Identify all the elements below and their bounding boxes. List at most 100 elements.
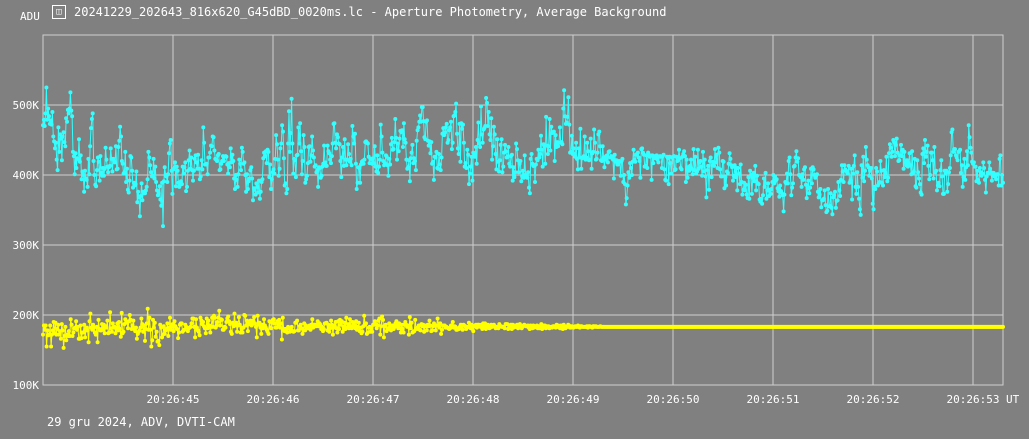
data-point (338, 322, 343, 327)
data-point (690, 172, 695, 177)
data-point (620, 156, 625, 161)
data-point (338, 159, 343, 163)
data-point (994, 177, 999, 182)
data-point (280, 315, 285, 320)
data-point (289, 96, 294, 101)
data-point (347, 317, 352, 322)
data-point (764, 196, 769, 201)
data-point (212, 148, 217, 153)
data-point (224, 154, 229, 159)
data-point (602, 165, 607, 170)
data-point (379, 324, 384, 329)
data-point (117, 320, 121, 324)
data-point (109, 329, 114, 334)
data-point (873, 187, 878, 191)
data-point (635, 150, 640, 155)
data-point (649, 177, 654, 182)
data-point (823, 203, 828, 208)
data-point (83, 335, 88, 340)
data-point (152, 176, 157, 181)
data-point (381, 335, 386, 340)
data-point (755, 173, 759, 178)
data-point (533, 162, 538, 167)
data-point (383, 322, 388, 327)
data-point (867, 173, 872, 178)
data-point (787, 155, 792, 160)
data-point (592, 127, 597, 132)
data-point (921, 146, 926, 151)
data-point (105, 318, 110, 323)
data-point (923, 138, 927, 142)
data-point (252, 315, 257, 320)
data-point (397, 136, 402, 141)
data-point (165, 321, 170, 326)
data-point (127, 313, 132, 317)
data-point (425, 118, 429, 123)
data-point (940, 174, 945, 179)
data-point (116, 145, 121, 149)
data-point (856, 184, 861, 189)
data-point (838, 194, 843, 198)
data-point (683, 180, 688, 184)
data-point (121, 329, 126, 334)
data-point (113, 331, 118, 336)
data-point (600, 144, 605, 149)
data-point (756, 182, 761, 187)
data-point (41, 332, 45, 337)
data-point (699, 164, 704, 169)
data-point (788, 172, 793, 177)
data-point (611, 176, 616, 181)
data-point (540, 164, 545, 169)
data-point (484, 96, 489, 100)
data-point (227, 165, 232, 170)
data-point (546, 144, 551, 149)
data-point (100, 327, 105, 332)
data-point (941, 191, 946, 196)
data-point (917, 176, 921, 181)
data-point (119, 310, 124, 315)
data-point (83, 168, 87, 173)
x-tick-label: 20:26:49 (547, 393, 600, 406)
data-point (240, 149, 245, 154)
data-point (65, 119, 69, 124)
data-point (342, 320, 347, 325)
data-point (285, 187, 290, 191)
data-point (118, 124, 123, 129)
data-point (407, 179, 412, 184)
data-point (965, 149, 969, 154)
data-point (211, 135, 216, 140)
data-point (833, 205, 838, 210)
data-point (297, 141, 302, 146)
data-point (340, 155, 345, 160)
data-point (78, 323, 83, 328)
data-point (206, 318, 211, 323)
data-point (201, 125, 206, 130)
data-point (87, 319, 92, 324)
data-point (370, 329, 375, 334)
data-point (257, 320, 262, 325)
data-point (456, 152, 461, 156)
series-2 (41, 306, 1005, 350)
data-point (89, 117, 94, 121)
data-point (198, 174, 203, 179)
data-point (347, 152, 351, 156)
data-point (527, 191, 532, 196)
data-point (431, 159, 435, 164)
data-point (514, 141, 519, 146)
data-point (809, 181, 814, 186)
data-point (582, 134, 587, 139)
data-point (413, 168, 418, 173)
data-point (624, 196, 629, 201)
data-point (148, 327, 153, 332)
data-point (353, 161, 358, 166)
data-point (408, 326, 413, 331)
data-point (226, 171, 231, 176)
data-point (416, 125, 421, 130)
data-point (204, 161, 209, 166)
data-point (749, 191, 754, 196)
data-point (232, 311, 237, 316)
data-point (719, 174, 724, 179)
data-point (287, 109, 291, 114)
data-point (95, 168, 99, 173)
data-point (593, 140, 597, 145)
